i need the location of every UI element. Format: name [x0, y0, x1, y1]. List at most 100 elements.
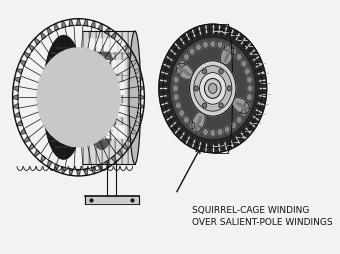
Text: OVER SALIENT-POLE WINDINGS: OVER SALIENT-POLE WINDINGS — [192, 218, 333, 227]
Polygon shape — [69, 169, 73, 175]
Polygon shape — [117, 150, 122, 156]
Circle shape — [170, 38, 255, 139]
Circle shape — [175, 68, 181, 75]
Polygon shape — [131, 129, 137, 134]
Circle shape — [219, 103, 223, 108]
Circle shape — [184, 54, 189, 60]
Circle shape — [173, 94, 179, 101]
FancyBboxPatch shape — [104, 60, 109, 73]
Polygon shape — [127, 52, 133, 58]
Circle shape — [244, 68, 250, 75]
Circle shape — [231, 122, 236, 129]
Circle shape — [210, 40, 216, 47]
Circle shape — [159, 24, 267, 153]
FancyBboxPatch shape — [119, 104, 124, 117]
Circle shape — [173, 85, 178, 92]
Circle shape — [200, 73, 226, 104]
Polygon shape — [17, 121, 23, 126]
Polygon shape — [29, 144, 35, 150]
Polygon shape — [17, 69, 23, 74]
Circle shape — [227, 86, 232, 91]
Circle shape — [231, 48, 236, 55]
Polygon shape — [55, 164, 59, 171]
Circle shape — [247, 85, 253, 92]
Polygon shape — [84, 20, 88, 26]
Circle shape — [173, 76, 179, 83]
FancyBboxPatch shape — [104, 104, 109, 117]
Polygon shape — [24, 52, 30, 58]
Polygon shape — [127, 136, 133, 142]
Circle shape — [194, 86, 198, 91]
Polygon shape — [62, 167, 66, 173]
Polygon shape — [62, 21, 66, 28]
Polygon shape — [122, 45, 128, 51]
Polygon shape — [98, 164, 102, 171]
Circle shape — [189, 48, 195, 55]
Polygon shape — [35, 150, 40, 156]
FancyBboxPatch shape — [96, 38, 102, 51]
Polygon shape — [69, 20, 73, 26]
Circle shape — [37, 48, 120, 147]
Circle shape — [189, 122, 195, 129]
Circle shape — [203, 41, 208, 48]
Circle shape — [246, 76, 252, 83]
Circle shape — [184, 116, 189, 123]
FancyBboxPatch shape — [111, 82, 117, 95]
FancyBboxPatch shape — [111, 60, 117, 73]
Circle shape — [203, 129, 208, 136]
Polygon shape — [20, 129, 26, 134]
FancyBboxPatch shape — [119, 60, 124, 73]
Circle shape — [16, 23, 141, 171]
Ellipse shape — [220, 45, 234, 65]
Polygon shape — [35, 38, 40, 45]
Circle shape — [217, 129, 223, 136]
Circle shape — [241, 60, 247, 67]
Polygon shape — [48, 160, 52, 167]
Circle shape — [241, 110, 247, 117]
Polygon shape — [20, 60, 26, 66]
Circle shape — [224, 126, 230, 133]
Polygon shape — [131, 60, 137, 66]
Polygon shape — [134, 69, 140, 74]
Polygon shape — [13, 104, 19, 108]
FancyBboxPatch shape — [111, 104, 117, 117]
Circle shape — [202, 69, 207, 74]
Ellipse shape — [43, 36, 84, 159]
Circle shape — [195, 126, 201, 133]
FancyBboxPatch shape — [96, 125, 102, 138]
Circle shape — [190, 61, 236, 116]
Polygon shape — [111, 33, 116, 39]
Circle shape — [236, 54, 242, 60]
FancyBboxPatch shape — [96, 82, 102, 95]
Circle shape — [210, 130, 216, 136]
FancyBboxPatch shape — [104, 125, 109, 138]
Circle shape — [202, 103, 207, 108]
FancyBboxPatch shape — [96, 104, 102, 117]
FancyBboxPatch shape — [96, 60, 102, 73]
Polygon shape — [98, 24, 102, 31]
FancyBboxPatch shape — [89, 125, 95, 138]
Polygon shape — [48, 28, 52, 35]
Polygon shape — [29, 45, 35, 51]
Polygon shape — [15, 112, 20, 117]
Polygon shape — [138, 86, 143, 91]
Polygon shape — [91, 21, 95, 28]
FancyBboxPatch shape — [89, 104, 95, 117]
Ellipse shape — [192, 112, 205, 132]
Circle shape — [224, 44, 230, 51]
Circle shape — [209, 84, 217, 93]
Circle shape — [217, 41, 223, 48]
Polygon shape — [137, 112, 142, 117]
Circle shape — [179, 110, 185, 117]
Polygon shape — [139, 95, 144, 100]
Ellipse shape — [129, 31, 141, 164]
Polygon shape — [117, 38, 122, 45]
Polygon shape — [105, 28, 109, 35]
Ellipse shape — [232, 98, 249, 113]
FancyBboxPatch shape — [104, 38, 109, 51]
Ellipse shape — [176, 64, 193, 79]
Circle shape — [236, 116, 242, 123]
Circle shape — [179, 60, 185, 67]
Polygon shape — [105, 160, 109, 167]
Circle shape — [194, 66, 232, 111]
